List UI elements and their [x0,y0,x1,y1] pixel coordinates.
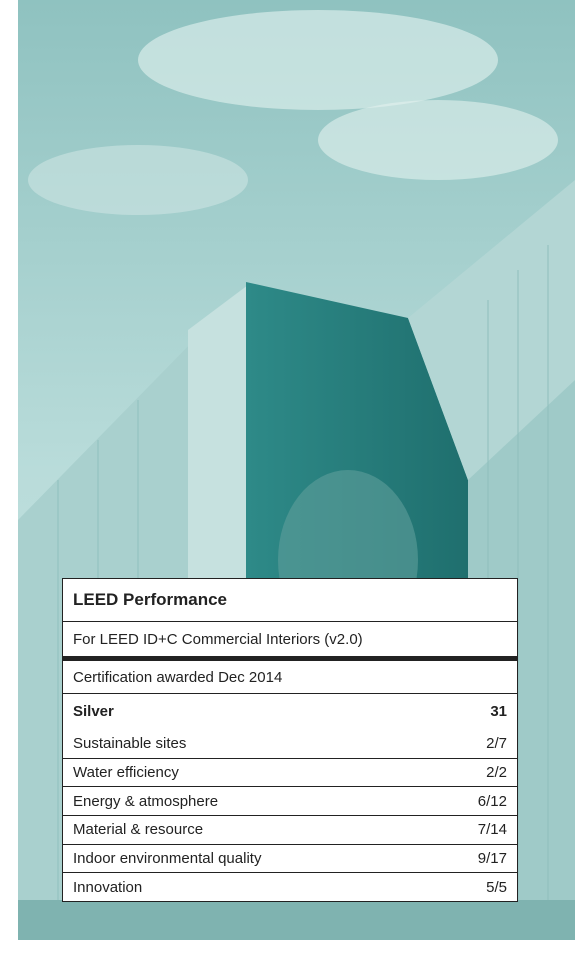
page: LEED Performance For LEED ID+C Commercia… [0,0,575,954]
category-score: 5/5 [486,879,507,896]
title-text: LEED Performance [73,590,227,610]
rating-points: 31 [490,703,507,720]
certification-row: Certification awarded Dec 2014 [63,656,517,693]
rating-row: Silver 31 [63,693,517,729]
category-list: Sustainable sites 2/7 Water efficiency 2/2 E… [63,729,517,901]
category-row: Material & resource 7/14 [63,815,517,844]
category-score: 7/14 [478,821,507,838]
category-name: Water efficiency [73,764,179,781]
rating-label: Silver [73,703,114,720]
subtitle-text: For LEED ID+C Commercial Interiors (v2.0… [73,631,363,648]
leed-table: LEED Performance For LEED ID+C Commercia… [62,578,518,902]
category-score: 6/12 [478,793,507,810]
category-score: 9/17 [478,850,507,867]
category-row: Energy & atmosphere 6/12 [63,786,517,815]
table-subtitle: For LEED ID+C Commercial Interiors (v2.0… [63,621,517,656]
category-name: Indoor environmental quality [73,850,261,867]
category-row: Indoor environmental quality 9/17 [63,844,517,873]
category-name: Innovation [73,879,142,896]
category-score: 2/2 [486,764,507,781]
category-name: Sustainable sites [73,735,186,752]
category-row: Sustainable sites 2/7 [63,729,517,758]
category-score: 2/7 [486,735,507,752]
category-name: Material & resource [73,821,203,838]
category-name: Energy & atmosphere [73,793,218,810]
certification-text: Certification awarded Dec 2014 [73,669,282,686]
table-title: LEED Performance [63,579,517,621]
category-row: Water efficiency 2/2 [63,758,517,787]
category-row: Innovation 5/5 [63,872,517,901]
